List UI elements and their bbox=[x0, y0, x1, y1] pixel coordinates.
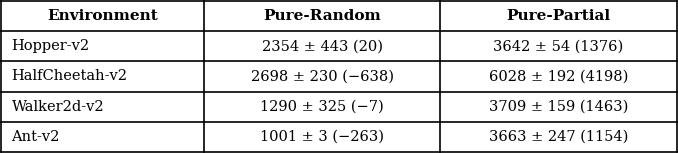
Text: 3663 ± 247 (1154): 3663 ± 247 (1154) bbox=[489, 130, 628, 144]
Text: 6028 ± 192 (4198): 6028 ± 192 (4198) bbox=[489, 69, 628, 84]
Text: 3642 ± 54 (1376): 3642 ± 54 (1376) bbox=[494, 39, 624, 53]
Text: Ant-v2: Ant-v2 bbox=[12, 130, 60, 144]
Text: 3709 ± 159 (1463): 3709 ± 159 (1463) bbox=[489, 100, 628, 114]
Text: Walker2d-v2: Walker2d-v2 bbox=[12, 100, 104, 114]
Text: HalfCheetah-v2: HalfCheetah-v2 bbox=[12, 69, 127, 84]
Text: Pure-Random: Pure-Random bbox=[263, 9, 381, 23]
Text: 2354 ± 443 (20): 2354 ± 443 (20) bbox=[262, 39, 382, 53]
Text: 1290 ± 325 (−7): 1290 ± 325 (−7) bbox=[260, 100, 384, 114]
Text: 1001 ± 3 (−263): 1001 ± 3 (−263) bbox=[260, 130, 384, 144]
Text: 2698 ± 230 (−638): 2698 ± 230 (−638) bbox=[251, 69, 394, 84]
Text: Pure-Partial: Pure-Partial bbox=[506, 9, 610, 23]
Text: Environment: Environment bbox=[47, 9, 158, 23]
Text: Hopper-v2: Hopper-v2 bbox=[12, 39, 89, 53]
